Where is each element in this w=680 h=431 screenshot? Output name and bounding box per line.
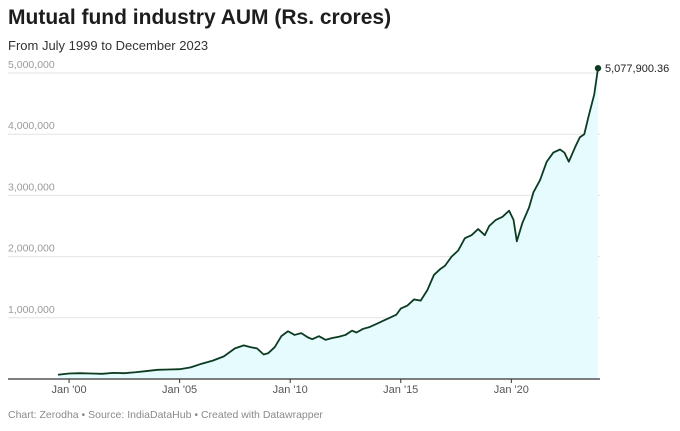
x-tick-label: Jan '20 — [494, 384, 529, 396]
y-tick-label: 4,000,000 — [8, 120, 55, 132]
series-line — [57, 68, 599, 376]
chart-source: Chart: Zerodha • Source: IndiaDataHub • … — [8, 409, 323, 421]
x-tick-label: Jan '00 — [51, 384, 86, 396]
chart-subtitle: From July 1999 to December 2023 — [8, 38, 209, 53]
x-tick-label: Jan '10 — [273, 384, 308, 396]
x-tick-label: Jan '15 — [383, 384, 418, 396]
x-tick-label: Jan '05 — [162, 384, 197, 396]
y-tick-label: 1,000,000 — [8, 304, 55, 316]
area-fill — [58, 68, 598, 380]
y-tick-label: 2,000,000 — [8, 243, 55, 255]
y-tick-label: 3,000,000 — [8, 181, 55, 193]
y-tick-label: 5,000,000 — [8, 59, 55, 71]
end-point-marker — [594, 65, 602, 72]
end-value-label: 5,077,900.36 — [605, 63, 669, 75]
chart-title: Mutual fund industry AUM (Rs. crores) — [8, 6, 392, 29]
